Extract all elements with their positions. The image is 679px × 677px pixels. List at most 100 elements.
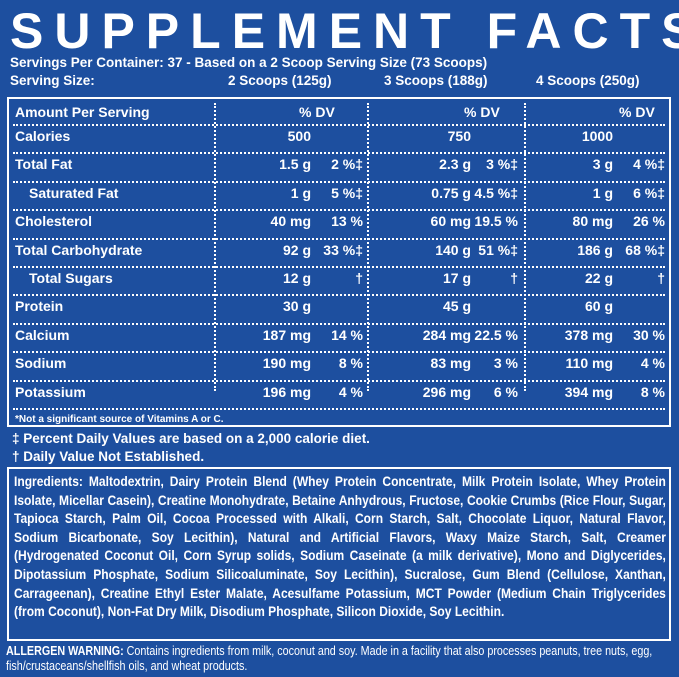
amount: 378 mg [564, 326, 613, 343]
amount: 60 g [584, 298, 613, 315]
footnote: † Daily Value Not Established. [12, 449, 205, 464]
row-divider [13, 351, 665, 354]
row-divider [13, 322, 665, 325]
daily-value: 4 % [640, 355, 665, 372]
ingredients-label: Ingredients: [14, 473, 83, 489]
serving-size: 2 Scoops (125g) [228, 73, 332, 88]
daily-value: 4 %‡ [633, 156, 665, 173]
amount: 1 g [290, 184, 311, 201]
daily-value: 51 %‡ [478, 241, 518, 258]
daily-value: † [510, 270, 518, 286]
daily-value: 13 % [331, 213, 363, 230]
column-divider [524, 103, 526, 391]
amount: 3 g [592, 156, 613, 173]
amount: 83 mg [430, 355, 471, 372]
column-divider [367, 103, 369, 391]
daily-value: 68 %‡ [625, 241, 665, 258]
nutrient-name: Total Sugars [29, 270, 113, 286]
serving-size: 3 Scoops (188g) [384, 73, 488, 88]
amount: 2.3 g [439, 156, 471, 173]
row-divider [13, 408, 665, 410]
amount: 60 mg [430, 213, 471, 230]
serving-size-label: Serving Size: [10, 73, 95, 88]
amount: 12 g [282, 270, 311, 286]
amount: 140 g [435, 241, 471, 258]
column-divider [214, 103, 216, 391]
amount: 80 mg [572, 213, 613, 230]
title: SUPPLEMENT FACTS [10, 3, 679, 59]
dv-header: % DV [299, 104, 335, 120]
servings: Servings Per Container: 37 - Based on a … [10, 55, 488, 70]
nutrient-name: Total Carbohydrate [15, 241, 143, 258]
daily-value: † [355, 270, 363, 286]
amount-header: Amount Per Serving [15, 104, 150, 120]
nutrient-name: Calcium [15, 326, 70, 343]
ingredients: Ingredients: Maltodextrin, Dairy Protein… [14, 472, 666, 621]
row-divider [13, 237, 665, 240]
row-divider [13, 266, 665, 268]
amount: 1 g [592, 184, 613, 201]
daily-value: † [657, 270, 665, 286]
amount: 30 g [282, 298, 311, 315]
row-divider [13, 124, 665, 126]
nutrient-name: Cholesterol [15, 213, 93, 230]
nutrient-name: Protein [15, 298, 64, 315]
amount: 92 g [282, 241, 311, 258]
nutrient-name: Total Fat [15, 156, 73, 173]
amount: 0.75 g [431, 184, 471, 201]
amount: 110 mg [565, 355, 613, 372]
dv-header: % DV [464, 104, 500, 120]
daily-value: 4.5 %‡ [474, 184, 518, 201]
daily-value: 19.5 % [474, 213, 518, 230]
footnote: ‡ Percent Daily Values are based on a 2,… [12, 431, 370, 446]
daily-value: 26 % [633, 213, 665, 230]
amount: 45 g [442, 298, 471, 315]
facts-table: Amount Per Serving % DV % DV % DV Calories 50… [7, 97, 671, 427]
allergen: ALLERGEN WARNING: Contains ingredients f… [6, 644, 673, 674]
nutrient-name: Potassium [15, 383, 86, 400]
row-divider [13, 209, 665, 212]
daily-value: 6 %‡ [633, 184, 665, 201]
amount: 190 mg [262, 355, 311, 372]
daily-value: 2 %‡ [331, 156, 363, 173]
amount: 500 [287, 128, 311, 144]
table-note: *Not a significant source of Vitamins A … [15, 414, 224, 425]
ingredients-text: Maltodextrin, Dairy Protein Blend (Whey … [14, 473, 666, 620]
daily-value: 5 %‡ [331, 184, 363, 201]
daily-value: 6 % [493, 383, 518, 400]
daily-value: 8 % [640, 383, 665, 400]
row-divider [13, 294, 665, 297]
daily-value: 14 % [331, 326, 363, 343]
amount: 40 mg [270, 213, 311, 230]
nutrient-name: Calories [15, 128, 71, 144]
amount: 394 mg [564, 383, 613, 400]
nutrient-name: Sodium [15, 355, 67, 372]
row-divider [13, 180, 665, 183]
ingredients-box: Ingredients: Maltodextrin, Dairy Protein… [7, 467, 671, 641]
amount: 187 mg [262, 326, 311, 343]
row-divider [13, 152, 665, 155]
nutrient-name: Saturated Fat [29, 184, 119, 201]
row-divider [13, 379, 665, 382]
allergen-text: Contains ingredients from milk, coconut … [6, 644, 653, 673]
dv-header: % DV [619, 104, 655, 120]
daily-value: 22.5 % [474, 326, 518, 343]
amount: 750 [447, 128, 471, 144]
daily-value: 3 % [493, 355, 518, 372]
daily-value: 3 %‡ [486, 156, 518, 173]
amount: 296 mg [422, 383, 471, 400]
daily-value: 4 % [338, 383, 363, 400]
amount: 196 mg [262, 383, 311, 400]
amount: 186 g [577, 241, 613, 258]
serving-size: 4 Scoops (250g) [536, 73, 640, 88]
daily-value: 30 % [633, 326, 665, 343]
daily-value: 33 %‡ [323, 241, 363, 258]
amount: 1000 [581, 128, 613, 144]
amount: 22 g [584, 270, 613, 286]
amount: 1.5 g [279, 156, 311, 173]
daily-value: 8 % [338, 355, 363, 372]
allergen-label: ALLERGEN WARNING: [6, 644, 124, 658]
amount: 284 mg [422, 326, 471, 343]
amount: 17 g [442, 270, 471, 286]
